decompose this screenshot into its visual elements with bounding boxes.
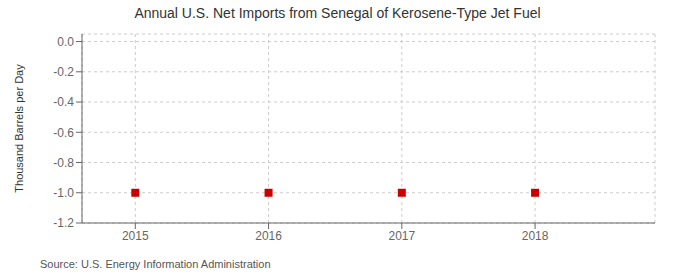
- svg-text:-1.2: -1.2: [53, 216, 74, 230]
- svg-text:2016: 2016: [255, 229, 282, 243]
- svg-text:-0.2: -0.2: [53, 65, 74, 79]
- svg-text:0.0: 0.0: [57, 35, 74, 49]
- svg-text:Thousand Barrels per Day: Thousand Barrels per Day: [13, 64, 25, 193]
- html-text:Annual U.S. Net Imports from S: Annual U.S. Net Imports from Senegal of …: [134, 5, 541, 21]
- svg-text:-1.0: -1.0: [53, 186, 74, 200]
- svg-text:2018: 2018: [522, 229, 549, 243]
- html-text:Source: U.S. Energy Informatio: Source: U.S. Energy Information Administ…: [40, 258, 271, 270]
- svg-text:-0.6: -0.6: [53, 126, 74, 140]
- svg-text:-0.8: -0.8: [53, 156, 74, 170]
- svg-text:2015: 2015: [122, 229, 149, 243]
- svg-text:2017: 2017: [388, 229, 415, 243]
- svg-text:-0.4: -0.4: [53, 95, 74, 109]
